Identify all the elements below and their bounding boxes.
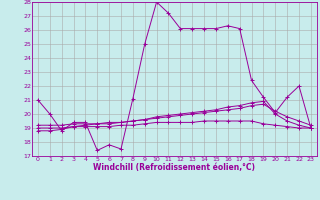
X-axis label: Windchill (Refroidissement éolien,°C): Windchill (Refroidissement éolien,°C)	[93, 163, 255, 172]
